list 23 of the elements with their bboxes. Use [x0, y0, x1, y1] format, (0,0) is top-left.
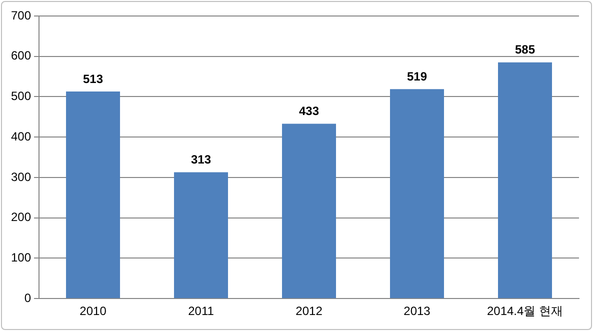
data-label: 433	[298, 104, 320, 118]
y-tick-label: 600	[10, 48, 32, 63]
x-tick-label: 2013	[404, 304, 431, 318]
data-label: 513	[83, 72, 104, 86]
data-label: 519	[406, 69, 428, 84]
y-tick-label: 200	[10, 210, 32, 224]
data-label: 313	[191, 152, 212, 167]
y-tick-label: 700	[10, 8, 32, 22]
bar	[174, 172, 228, 298]
bar	[390, 89, 444, 298]
y-tick-label: 300	[10, 170, 32, 184]
y-tick-label: 100	[10, 250, 32, 265]
x-tick-label: 2011	[188, 304, 214, 318]
bar	[282, 124, 336, 298]
bar	[498, 62, 552, 298]
x-tick-label: 2010	[80, 304, 107, 318]
y-tick-label: 0	[24, 290, 32, 305]
y-tick-label: 500	[10, 89, 32, 104]
bar	[66, 91, 120, 298]
data-label: 585	[514, 42, 536, 57]
x-tick-label: 2014.4월 현재	[486, 304, 564, 318]
y-tick-label: 400	[10, 129, 32, 144]
x-tick-label: 2012	[296, 304, 323, 318]
